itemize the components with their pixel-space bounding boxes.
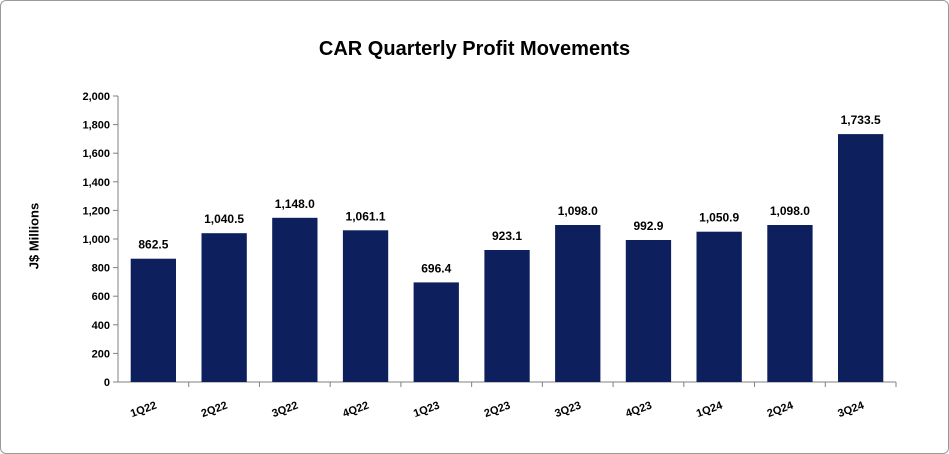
y-tick-label: 1,600: [82, 148, 110, 160]
bar: [838, 134, 884, 382]
bar: [413, 282, 459, 382]
bar: [555, 225, 601, 382]
data-label: 1,061.1: [346, 209, 386, 223]
y-tick-label: 800: [92, 263, 110, 275]
data-label: 1,098.0: [770, 204, 810, 218]
x-tick-label: 1Q23: [412, 400, 441, 420]
bar: [201, 233, 247, 382]
x-tick-label: 2Q22: [200, 400, 229, 420]
x-tick-label: 3Q22: [270, 400, 299, 420]
y-tick-label: 1,000: [82, 234, 110, 246]
x-tick-label: 2Q24: [766, 399, 796, 420]
bar: [130, 258, 176, 382]
y-tick-label: 400: [92, 320, 110, 332]
data-label: 992.9: [633, 219, 663, 233]
data-label: 1,040.5: [204, 212, 244, 226]
data-label: 1,050.9: [699, 211, 739, 225]
x-tick-label: 4Q22: [341, 400, 370, 420]
data-label: 862.5: [138, 238, 168, 252]
data-label: 1,098.0: [558, 204, 598, 218]
x-tick-label: 1Q22: [129, 400, 158, 420]
y-tick-label: 1,400: [82, 177, 110, 189]
x-tick-label: 3Q24: [836, 399, 866, 420]
bar: [696, 231, 742, 382]
y-tick-label: 1,200: [82, 205, 110, 217]
y-tick-label: 200: [92, 348, 110, 360]
data-label: 696.4: [421, 261, 451, 275]
bar: [625, 240, 672, 382]
bar: [767, 225, 813, 382]
data-label: 1,733.5: [841, 113, 881, 127]
bars: [130, 134, 884, 382]
bar: [342, 230, 389, 382]
x-tick-label: 2Q23: [483, 400, 512, 420]
chart-title: CAR Quarterly Profit Movements: [318, 38, 631, 60]
y-tick-label: 2,000: [82, 91, 110, 103]
y-tick-label: 0: [104, 377, 110, 389]
axes: 0 200 400 600 800 1,000 1,200 1,400 1,600 1,800 2,…: [82, 91, 897, 389]
bar: [272, 217, 318, 382]
y-tick-label: 600: [92, 291, 110, 303]
x-tick-label: 1Q24: [695, 399, 725, 420]
x-tick-label: 4Q23: [624, 400, 653, 420]
data-label: 1,148.0: [275, 197, 315, 211]
data-label: 923.1: [492, 229, 522, 243]
bar: [484, 250, 530, 382]
y-tick-label: 1,800: [82, 120, 110, 132]
x-tick-label: 3Q23: [553, 400, 582, 420]
